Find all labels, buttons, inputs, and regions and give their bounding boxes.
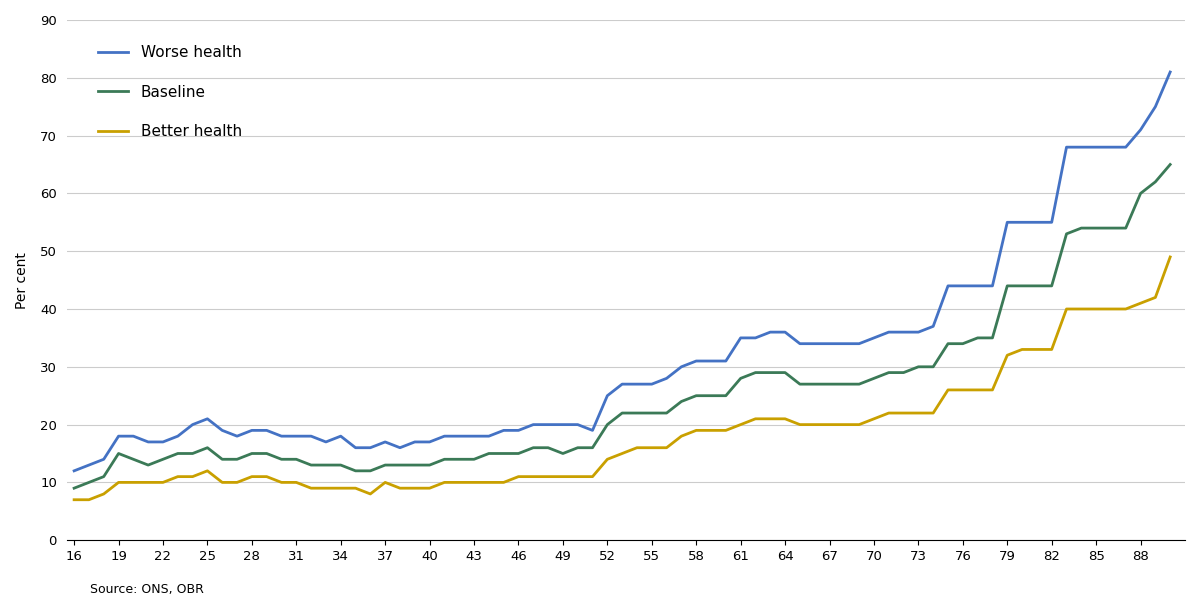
Worse health (1044, 219, 1058, 226)
Baseline (1163, 161, 1177, 168)
Baseline (941, 340, 955, 347)
Baseline (896, 369, 911, 376)
Worse health (941, 282, 955, 290)
Baseline (156, 456, 170, 463)
Line: Baseline: Baseline (74, 164, 1170, 488)
Better health (926, 409, 941, 417)
Y-axis label: Per cent: Per cent (16, 252, 29, 309)
Better health (1163, 253, 1177, 261)
Text: Source: ONS, OBR: Source: ONS, OBR (90, 583, 204, 596)
Worse health (971, 282, 985, 290)
Better health (1044, 346, 1058, 353)
Legend: Worse health, Baseline, Better health: Worse health, Baseline, Better health (85, 33, 254, 151)
Baseline (971, 334, 985, 341)
Worse health (896, 329, 911, 336)
Line: Worse health: Worse health (74, 72, 1170, 471)
Worse health (156, 438, 170, 445)
Baseline (67, 485, 82, 492)
Baseline (926, 363, 941, 370)
Worse health (67, 467, 82, 474)
Line: Better health: Better health (74, 257, 1170, 500)
Better health (941, 386, 955, 394)
Better health (156, 479, 170, 486)
Worse health (926, 323, 941, 330)
Baseline (1044, 282, 1058, 290)
Better health (67, 496, 82, 503)
Worse health (1163, 69, 1177, 76)
Better health (971, 386, 985, 394)
Better health (896, 409, 911, 417)
